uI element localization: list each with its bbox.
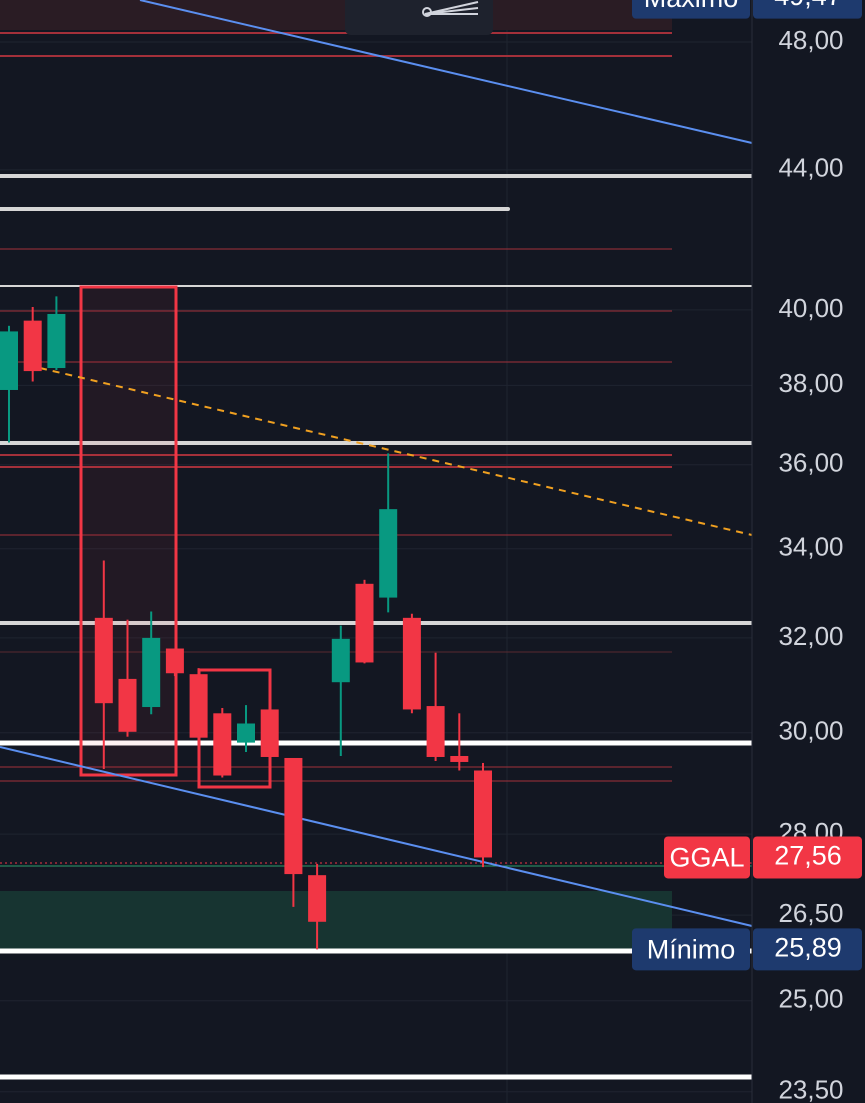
candle-body xyxy=(213,713,232,776)
candles xyxy=(0,296,492,950)
drawings-white xyxy=(0,174,752,1080)
candle-body xyxy=(189,674,208,738)
candle-body xyxy=(355,583,374,663)
axis-labels: 23,5025,0026,5028,0030,0032,0034,0036,00… xyxy=(778,25,843,1103)
badge-name: GGAL xyxy=(669,843,744,873)
trend-line xyxy=(39,367,753,536)
badge-value-bg xyxy=(753,928,862,971)
fib-icon[interactable] xyxy=(424,1,479,15)
candle-body xyxy=(284,757,303,875)
badge-value: 49,47 xyxy=(774,0,842,11)
y-tick-label: 23,50 xyxy=(778,1075,843,1103)
y-tick-label: 34,00 xyxy=(778,532,843,562)
toolbar[interactable] xyxy=(345,0,493,35)
candle-body xyxy=(260,709,279,757)
badge-value-bg xyxy=(753,0,862,19)
candle-body xyxy=(379,509,398,598)
candle-body xyxy=(47,313,66,369)
badge-name-bg xyxy=(632,928,750,971)
candle-body xyxy=(237,723,255,743)
candle-body xyxy=(474,770,492,858)
zone xyxy=(0,0,672,30)
y-tick-label: 44,00 xyxy=(778,153,843,183)
zone xyxy=(0,891,672,951)
badge-value: 27,56 xyxy=(774,841,842,871)
y-tick-label: 32,00 xyxy=(778,621,843,651)
candle-body xyxy=(118,678,137,732)
y-tick-label: 25,00 xyxy=(778,984,843,1014)
badge-name: Máximo xyxy=(644,0,739,13)
badge-value-bg xyxy=(753,836,862,879)
y-tick-label: 36,00 xyxy=(778,448,843,478)
candle-body xyxy=(23,320,42,372)
y-tick-label: 30,00 xyxy=(778,716,843,746)
y-tick-label: 38,00 xyxy=(778,368,843,398)
y-tick-label: 48,00 xyxy=(778,25,843,55)
badge-name-bg xyxy=(664,836,750,879)
candle-body xyxy=(402,617,421,710)
trend-line xyxy=(139,0,753,144)
badge-value: 25,89 xyxy=(774,932,842,962)
badge-name: Mínimo xyxy=(647,934,736,964)
badge-name-bg xyxy=(632,0,750,19)
candle-body xyxy=(0,331,18,390)
price-axis xyxy=(752,0,865,1103)
trend-line xyxy=(0,746,753,927)
candle-body xyxy=(165,648,184,674)
candle-body xyxy=(308,875,327,922)
candle-body xyxy=(94,617,113,704)
badges: Máximo 49,47 GGAL 27,56 Mínimo 25,89 xyxy=(632,0,862,971)
y-tick-label: 26,50 xyxy=(778,898,843,928)
candle-body xyxy=(450,755,469,762)
y-tick-label: 40,00 xyxy=(778,293,843,323)
candle-body xyxy=(142,637,161,708)
fib-icon[interactable] xyxy=(422,7,432,17)
candle-body xyxy=(426,706,445,757)
candle-body xyxy=(331,638,350,683)
